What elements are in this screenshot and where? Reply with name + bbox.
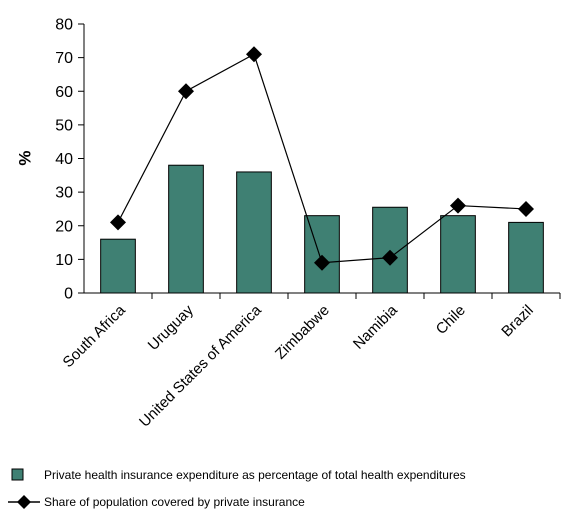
category-label: Namibia xyxy=(350,301,401,352)
y-tick-label: 50 xyxy=(55,117,73,134)
bar xyxy=(168,164,204,294)
category-label: Brazil xyxy=(498,302,537,341)
y-tick-label: 30 xyxy=(55,185,73,202)
bar xyxy=(236,171,272,294)
y-ticks: 0 10 20 30 40 50 60 70 80 xyxy=(55,17,84,303)
y-axis-label: % xyxy=(15,150,34,165)
line-point xyxy=(450,197,466,214)
y-tick-label: 0 xyxy=(64,286,73,303)
line-point xyxy=(246,46,262,63)
bar xyxy=(508,221,544,294)
y-tick-label: 10 xyxy=(55,252,73,269)
line-point xyxy=(178,83,194,100)
legend-bar-label: Private health insurance expenditure as … xyxy=(44,468,466,482)
line-point xyxy=(382,249,398,266)
bar xyxy=(440,215,476,294)
category-label: South Africa xyxy=(60,301,130,371)
legend-line-label: Share of population covered by private i… xyxy=(44,495,305,509)
category-label: Uruguay xyxy=(145,301,197,353)
legend-bar-swatch xyxy=(11,468,24,481)
line-layer xyxy=(110,46,534,271)
category-label: United States of America xyxy=(136,301,265,430)
legend: Private health insurance expenditure as … xyxy=(8,468,466,509)
y-tick-label: 80 xyxy=(55,17,73,34)
bars-layer xyxy=(100,164,544,294)
y-tick-label: 20 xyxy=(55,218,73,235)
legend-line-marker xyxy=(17,495,31,509)
line-point xyxy=(110,214,126,231)
line-point xyxy=(518,200,534,217)
category-label: Zimbabwe xyxy=(272,302,333,363)
bar xyxy=(100,238,136,294)
line-point xyxy=(314,254,330,271)
y-tick-label: 70 xyxy=(55,50,73,67)
y-tick-label: 40 xyxy=(55,151,73,168)
y-tick-label: 60 xyxy=(55,84,73,101)
category-label: Chile xyxy=(433,302,469,338)
